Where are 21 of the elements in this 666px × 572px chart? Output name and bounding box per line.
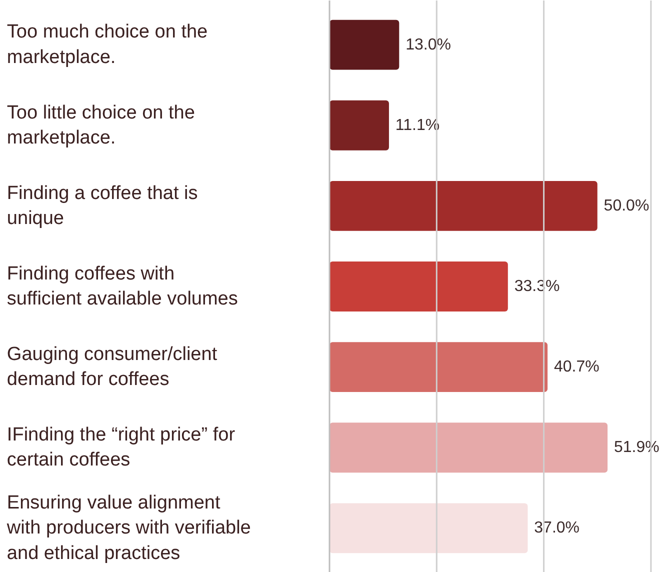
- data-label: 51.9%: [614, 439, 660, 456]
- y-tick-label: IFinding the “right price” for certain coffees: [6, 424, 236, 471]
- data-label: 50.0%: [604, 197, 650, 214]
- y-tick-label: Too much choice on the marketplace.: [6, 22, 208, 68]
- data-label: 33.3%: [514, 278, 560, 295]
- data-label: 40.7%: [554, 358, 600, 376]
- y-tick-label: Ensuring value alignment with producers with verifiable and ethical practices: [6, 492, 251, 564]
- bar: [330, 262, 508, 312]
- bar: [330, 422, 608, 473]
- bar: [330, 342, 548, 392]
- bar: [330, 180, 598, 231]
- y-tick-label: Finding a coffee that is unique: [6, 182, 198, 230]
- bar: [330, 100, 389, 150]
- data-label: 11.1%: [395, 116, 440, 134]
- y-tick-label: Too little choice on the marketplace.: [6, 102, 195, 148]
- data-label: 37.0%: [534, 520, 580, 537]
- bar: [330, 503, 528, 554]
- y-tick-label: Finding coffees with sufficient available volumes: [6, 263, 238, 310]
- y-tick-label: Gauging consumer/client demand for coffees: [6, 344, 218, 390]
- bar: [330, 20, 400, 70]
- data-label: 13.0%: [406, 36, 451, 54]
